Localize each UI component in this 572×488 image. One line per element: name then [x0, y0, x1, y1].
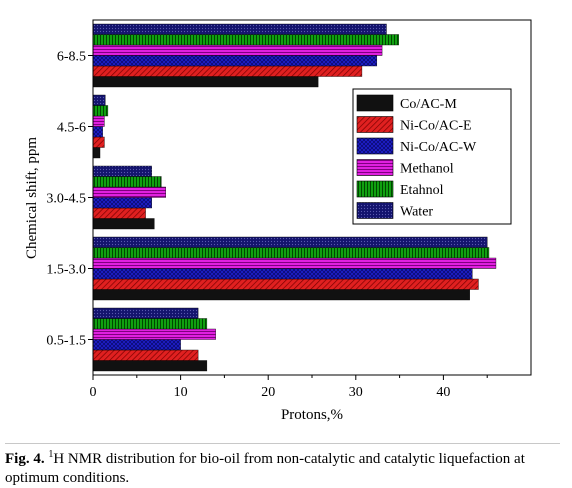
- bar-ni-co-ac-e-3_0-4_5: [92, 207, 146, 219]
- bar-ni-co-ac-e-0_5-1_5: [92, 349, 199, 361]
- bar-water-0_5-1_5: [92, 307, 199, 319]
- bar-ni-co-ac-e-6-8_5: [92, 65, 363, 77]
- bar-water-3_0-4_5: [92, 165, 152, 177]
- y-axis-label: Chemical shift, ppm: [24, 137, 40, 259]
- x-axis-label: Protons,%: [281, 407, 343, 423]
- legend-swatch: [356, 137, 394, 155]
- legend-swatch: [356, 202, 394, 219]
- bar-water-6-8_5: [92, 23, 387, 35]
- caption-superscript: 1: [48, 449, 54, 460]
- bar-co-ac-m-3_0-4_5: [92, 218, 155, 230]
- axes-layer: 0.5-1.5 1.5-3.0 3.0-4.5 4.5-6 6-8.5 0 10 20 30 40: [46, 50, 488, 400]
- bar-ni-co-ac-e-1_5-3_0: [92, 278, 479, 290]
- bar-methanol-3_0-4_5: [92, 186, 166, 198]
- y-tick-label: 1.5-3.0: [46, 263, 86, 278]
- legend-label: Water: [400, 205, 433, 220]
- legend-swatch: [356, 94, 394, 112]
- bar-ni-co-ac-w-1_5-3_0: [92, 268, 473, 280]
- y-tick-label: 0.5-1.5: [46, 334, 86, 349]
- legend-swatch: [356, 159, 394, 176]
- bar-ni-co-ac-w-3_0-4_5: [92, 197, 152, 209]
- x-tick-label: 30: [349, 385, 363, 400]
- y-tick-label: 4.5-6: [57, 121, 86, 136]
- x-tick-label: 0: [90, 385, 97, 400]
- legend-swatch: [356, 180, 394, 198]
- legend-box: [352, 88, 512, 225]
- y-tick-label: 3.0-4.5: [46, 192, 86, 207]
- legend-label: Ni-Co/AC-E: [400, 119, 472, 134]
- bar-etahnol-0_5-1_5: [92, 318, 208, 330]
- legend-swatch: [356, 116, 394, 133]
- bar-ni-co-ac-w-6-8_5: [92, 55, 378, 67]
- bar-co-ac-m-1_5-3_0: [92, 289, 470, 301]
- bar-co-ac-m-4_5-6: [92, 147, 101, 159]
- bar-ni-co-ac-w-0_5-1_5: [92, 339, 181, 351]
- chart: 0.5-1.5 1.5-3.0 3.0-4.5 4.5-6 6-8.5 0 10 20 30 40…: [24, 19, 532, 423]
- bar-co-ac-m-0_5-1_5: [92, 360, 208, 372]
- bar-methanol-6-8_5: [92, 44, 383, 56]
- legend: Co/AC-M Ni-Co/AC-E Ni-Co/AC-W Methanol Etahn…: [352, 88, 512, 225]
- legend-label: Ni-Co/AC-W: [400, 140, 477, 155]
- bar-methanol-1_5-3_0: [92, 257, 497, 269]
- bar-methanol-4_5-6: [92, 115, 105, 127]
- bar-water-1_5-3_0: [92, 236, 488, 248]
- y-tick-label: 6-8.5: [57, 50, 86, 65]
- bar-etahnol-6-8_5: [92, 34, 399, 46]
- caption-label: Fig. 4.: [5, 451, 45, 467]
- x-tick-label: 40: [436, 385, 450, 400]
- bar-methanol-0_5-1_5: [92, 328, 216, 340]
- bar-etahnol-4_5-6: [92, 105, 109, 117]
- caption-text: H NMR distribution for bio-oil from non-…: [5, 451, 525, 486]
- legend-label: Methanol: [400, 162, 454, 177]
- bars-layer: [92, 23, 497, 372]
- legend-label: Etahnol: [400, 183, 444, 198]
- figure-caption: Fig. 4. 1H NMR distribution for bio-oil …: [5, 443, 560, 488]
- bar-etahnol-1_5-3_0: [92, 247, 490, 259]
- bar-water-4_5-6: [92, 94, 106, 106]
- bar-ni-co-ac-e-4_5-6: [92, 136, 105, 148]
- x-tick-label: 20: [261, 385, 275, 400]
- legend-label: Co/AC-M: [400, 97, 457, 112]
- bar-etahnol-3_0-4_5: [92, 176, 162, 188]
- bar-ni-co-ac-w-4_5-6: [92, 126, 103, 138]
- x-tick-label: 10: [174, 385, 188, 400]
- bar-co-ac-m-6-8_5: [92, 76, 319, 88]
